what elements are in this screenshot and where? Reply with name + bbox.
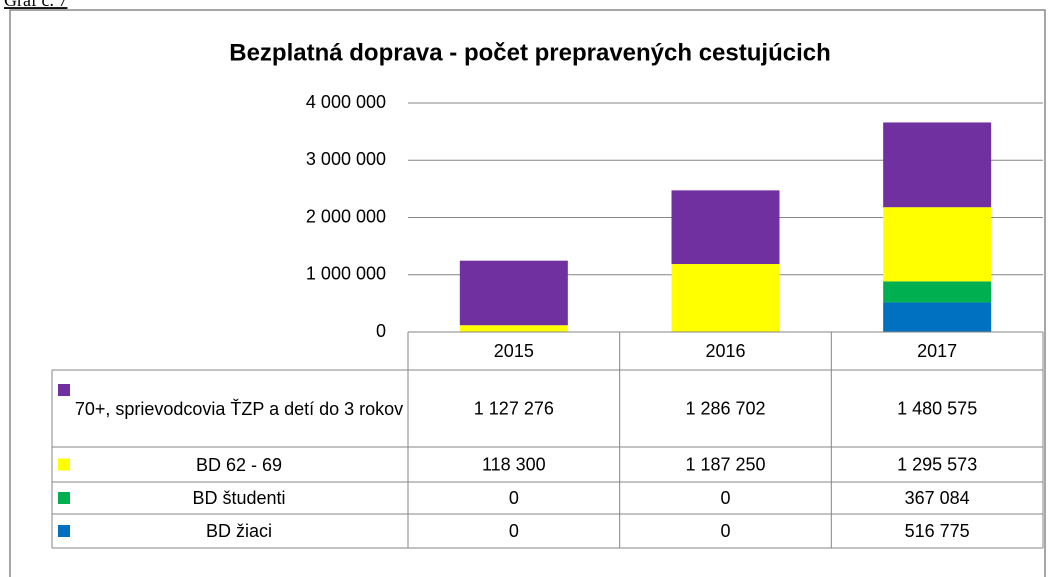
data-label: 0 [509,488,519,508]
x-tick-label: 2015 [494,341,534,361]
legend-cell: 70+, sprievodcovia ŤZP a detí do 3 rokov [74,398,404,419]
caption: Graf č. 7 [4,0,67,10]
x-tick-label: 2017 [917,341,957,361]
legend-cell: BD žiaci [205,521,272,541]
legend-label: BD študenti [192,488,286,508]
bar-segment [459,325,568,332]
data-label: 0 [509,521,519,541]
y-tick-label: 2 000 000 [306,206,386,226]
bar-segment [671,190,780,265]
bar-segment [883,281,992,303]
data-label: 1 187 250 [685,454,765,474]
y-tick-label: 4 000 000 [306,92,386,112]
legend-label: BD žiaci [205,521,272,541]
data-label: 516 775 [905,521,970,541]
legend-cell: BD 62 - 69 [195,454,283,475]
data-label: 1 295 573 [897,454,977,474]
bar-segment [883,207,992,282]
data-label: 367 084 [905,488,970,508]
data-label: 0 [720,521,730,541]
bar-segment [459,260,568,326]
bar-segment [883,302,992,332]
data-label: 1 480 575 [897,398,977,418]
y-tick-label: 0 [376,321,386,341]
y-tick-label: 1 000 000 [306,264,386,284]
bar-segment [671,264,780,332]
data-label: 0 [720,488,730,508]
legend-swatch [58,384,70,396]
legend-swatch [58,492,70,504]
data-label: 118 300 [482,454,546,474]
legend-swatch [58,458,70,471]
data-label: 1 286 702 [685,398,765,418]
legend-label: BD 62 - 69 [195,454,283,475]
chart-title: Bezplatná doprava - počet prepravených c… [229,39,831,66]
legend-cell: BD študenti [192,488,286,508]
bar-segment [883,122,992,208]
x-tick-label: 2016 [705,341,745,361]
legend-swatch [58,525,70,537]
data-label: 1 127 276 [474,398,554,418]
legend-label: 70+, sprievodcovia ŤZP a detí do 3 rokov [74,398,404,419]
y-tick-label: 3 000 000 [306,149,386,169]
